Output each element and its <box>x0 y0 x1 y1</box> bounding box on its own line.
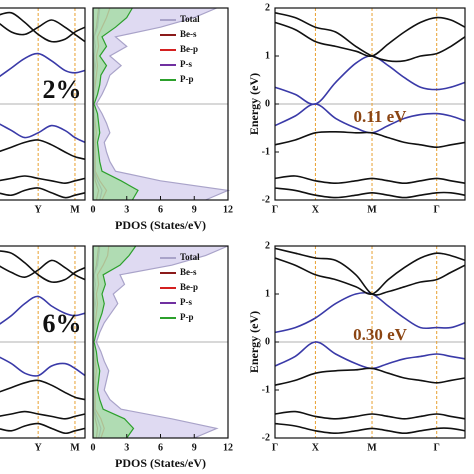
band-line <box>0 410 86 420</box>
axes-frame <box>0 7 86 201</box>
y-tick-label: 0 <box>265 336 270 347</box>
band-line <box>0 259 86 281</box>
x-tick-label: Γ <box>272 442 278 453</box>
band-line <box>0 19 86 43</box>
band-line <box>0 295 86 325</box>
legend-label: Total <box>180 252 200 262</box>
band-line <box>274 247 466 296</box>
annotation: 0.30 eV <box>353 325 408 344</box>
annotation: 2% <box>43 75 82 104</box>
band-line <box>0 11 86 43</box>
pdos-area <box>93 8 138 200</box>
x-tick-label: Y <box>35 204 43 215</box>
band-line <box>274 12 466 63</box>
y-tick-label: -2 <box>262 432 270 443</box>
pdos-area <box>93 246 136 438</box>
x-tick-label: 6 <box>158 442 163 453</box>
x-tick-label: M <box>367 204 377 215</box>
band-line <box>274 16 466 57</box>
y-tick-label: -1 <box>262 146 270 157</box>
band-line <box>274 103 466 134</box>
legend-label: P-s <box>180 59 192 69</box>
band-line <box>274 187 466 199</box>
y-tick-label: 0 <box>265 98 270 109</box>
y-axis-label: Energy (eV) <box>247 311 261 373</box>
band-line <box>0 175 86 185</box>
band-line <box>274 341 466 370</box>
x-tick-label: 12 <box>223 204 233 215</box>
x-tick-label: X <box>312 442 320 453</box>
y-tick-label: -2 <box>262 194 270 205</box>
x-tick-label: 3 <box>124 204 129 215</box>
x-tick-label: M <box>367 442 377 453</box>
x-tick-label: X <box>312 204 320 215</box>
y-tick-label: -1 <box>262 384 270 395</box>
x-tick-label: 12 <box>223 442 233 453</box>
legend-label: P-p <box>180 312 194 322</box>
band-line <box>274 291 466 334</box>
x-tick-label: M <box>70 442 80 453</box>
y-axis-label: Energy (eV) <box>247 73 261 135</box>
x-tick-label: Γ <box>434 442 440 453</box>
band-line <box>0 379 86 401</box>
x-axis-label: PDOS (States/eV) <box>115 218 206 232</box>
y-tick-label: 2 <box>265 2 270 13</box>
legend-label: Total <box>180 14 200 24</box>
band-line <box>274 175 466 185</box>
x-tick-label: 6 <box>158 204 163 215</box>
x-tick-label: Γ <box>272 204 278 215</box>
y-tick-label: 1 <box>265 50 270 61</box>
band-line <box>0 52 86 78</box>
legend-label: P-s <box>180 297 192 307</box>
x-tick-label: 0 <box>91 442 96 453</box>
x-tick-label: Y <box>35 442 43 453</box>
annotation: 0.11 eV <box>354 107 408 126</box>
band-line <box>274 410 466 420</box>
x-tick-label: 9 <box>192 204 197 215</box>
annotation: 6% <box>43 309 82 338</box>
band-line <box>274 130 466 149</box>
axes-frame <box>0 245 86 439</box>
band-line <box>0 123 86 144</box>
band-line <box>0 356 86 377</box>
x-tick-label: M <box>70 204 80 215</box>
y-tick-label: 2 <box>265 240 270 251</box>
x-tick-label: 9 <box>192 442 197 453</box>
legend-label: Be-p <box>180 282 198 292</box>
legend-label: Be-s <box>180 29 197 39</box>
band-line <box>0 422 86 435</box>
legend-label: Be-p <box>180 44 198 54</box>
legend-label: Be-s <box>180 267 197 277</box>
x-tick-label: 3 <box>124 442 129 453</box>
x-tick-label: Γ <box>434 204 440 215</box>
band-line <box>0 187 86 199</box>
x-tick-label: 0 <box>91 204 96 215</box>
y-tick-label: 1 <box>265 288 270 299</box>
band-line <box>274 422 466 435</box>
band-line <box>0 250 86 283</box>
band-line <box>274 252 466 295</box>
band-line <box>274 367 466 386</box>
x-axis-label: PDOS (States/eV) <box>115 456 206 470</box>
legend-label: P-p <box>180 74 194 84</box>
band-line <box>0 139 86 160</box>
